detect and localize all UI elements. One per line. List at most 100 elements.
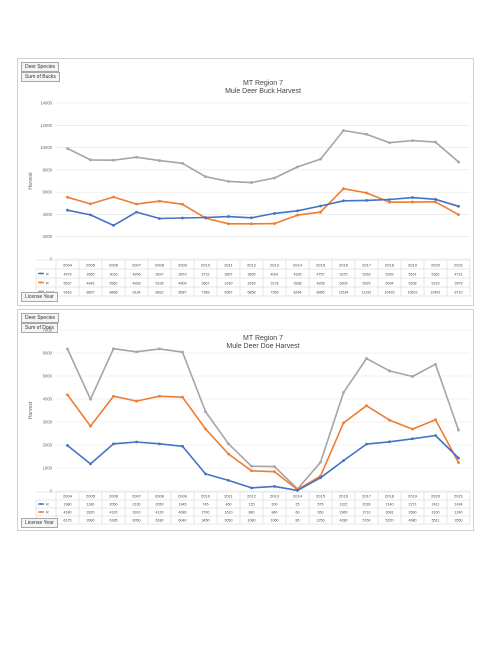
data-point	[181, 202, 184, 206]
x-tick-label: 2019	[408, 262, 418, 267]
data-table-cell: 5514	[409, 272, 417, 276]
data-table-cell: 200	[272, 502, 278, 506]
data-point	[342, 391, 345, 394]
filter-button-species[interactable]: Deer Species	[21, 313, 60, 323]
data-table-cell: 7269	[271, 290, 279, 294]
data-table-cell: 60	[296, 510, 300, 514]
data-point	[89, 462, 92, 466]
x-tick-label: 2016	[339, 262, 349, 267]
filter-button-species[interactable]: Deer Species	[21, 62, 60, 72]
data-point	[250, 222, 253, 226]
buck-harvest-panel: Deer Species Sum of Bucks MT Region 7 Mul…	[17, 58, 474, 306]
data-table-cell: 2039	[363, 502, 371, 506]
data-table-cell: 5263	[363, 272, 371, 276]
data-table-cell: 2700	[202, 510, 210, 514]
legend-key-marker	[40, 503, 42, 505]
x-tick-label: 2009	[178, 262, 188, 267]
x-tick-label: 2014	[293, 493, 303, 498]
data-table-cell: 3699	[248, 272, 256, 276]
data-table-cell: 5562	[110, 281, 118, 285]
data-point	[181, 161, 184, 165]
filter-button-values[interactable]: Sum of Bucks	[21, 72, 60, 82]
y-tick-label: 8000	[43, 167, 53, 172]
data-point	[319, 476, 322, 480]
data-table-cell: 3637	[156, 272, 164, 276]
data-point	[434, 200, 437, 204]
data-table-cell: 4326	[294, 272, 302, 276]
data-point	[411, 200, 414, 204]
data-table-cell: 11534	[339, 290, 349, 294]
axis-field-button[interactable]: License Year	[21, 518, 58, 528]
data-table-cell: 5094	[386, 281, 394, 285]
x-tick-label: 2018	[385, 262, 395, 267]
legend-entry: R	[46, 272, 49, 276]
data-table-cell: 3450	[202, 518, 210, 522]
data-table-cell: 5108	[409, 281, 417, 285]
data-point	[388, 418, 391, 422]
data-table-cell: 6040	[179, 518, 187, 522]
y-tick-label: 1000	[43, 466, 53, 471]
x-tick-label: 2018	[385, 493, 395, 498]
data-table-cell: 4942	[87, 281, 95, 285]
axis-field-button[interactable]: License Year	[21, 292, 58, 302]
data-point	[135, 155, 138, 159]
chart-subtitle: Mule Deer Doe Harvest	[226, 343, 299, 350]
data-point	[365, 132, 368, 136]
data-table-cell: 8897	[87, 290, 95, 294]
data-table-cell: 1240	[455, 510, 463, 514]
data-table-cell: 2650	[455, 518, 463, 522]
legend-entry: R	[46, 502, 49, 506]
y-tick-label: 6000	[43, 190, 53, 195]
data-table-cell: 10433	[385, 290, 395, 294]
data-point	[89, 424, 92, 428]
data-table-cell: 3807	[225, 272, 233, 276]
data-point	[411, 427, 414, 431]
data-point	[112, 223, 115, 227]
series-line	[67, 196, 459, 227]
data-point	[434, 140, 437, 144]
x-tick-label: 2013	[270, 493, 280, 498]
data-point	[66, 195, 69, 199]
data-table-cell: 1434	[455, 502, 463, 506]
x-tick-label: 2020	[431, 262, 441, 267]
data-point	[457, 160, 460, 164]
data-point	[158, 217, 161, 220]
data-table-cell: 2960	[340, 510, 348, 514]
data-table-cell: 4280	[340, 518, 348, 522]
data-table-cell: 5511	[432, 518, 440, 522]
data-point	[112, 347, 115, 351]
data-point	[250, 469, 253, 473]
x-tick-label: 2017	[362, 262, 372, 267]
data-point	[388, 440, 391, 444]
data-point	[319, 460, 322, 464]
data-table-cell: 8710	[455, 290, 463, 294]
x-tick-label: 2020	[431, 493, 441, 498]
filter-button-values[interactable]: Sum of Does	[21, 323, 58, 333]
x-tick-label: 2012	[247, 493, 257, 498]
data-table-cell: 650	[318, 510, 324, 514]
data-point	[112, 195, 115, 199]
data-table-cell: 1945	[179, 502, 187, 506]
data-point	[457, 456, 460, 460]
data-point	[388, 200, 391, 204]
data-point	[66, 393, 69, 397]
data-point	[342, 459, 345, 462]
data-table-cell: 6858	[248, 290, 256, 294]
data-point	[296, 213, 299, 217]
data-table-cell: 3100	[432, 510, 440, 514]
data-point	[181, 444, 184, 448]
data-table-cell: 4909	[179, 281, 187, 285]
x-tick-label: 2010	[201, 493, 211, 498]
data-table-cell: 3159	[248, 281, 256, 285]
data-table-cell: 5362	[432, 272, 440, 276]
data-point	[204, 472, 207, 476]
data-point	[158, 394, 161, 398]
data-table-cell: 1080	[248, 518, 256, 522]
data-point	[365, 357, 368, 360]
data-table-cell: 3679	[179, 272, 187, 276]
data-table-cell: 8587	[179, 290, 187, 294]
x-tick-label: 2016	[339, 493, 349, 498]
data-table-cell: 3955	[87, 272, 95, 276]
data-point	[135, 210, 138, 214]
